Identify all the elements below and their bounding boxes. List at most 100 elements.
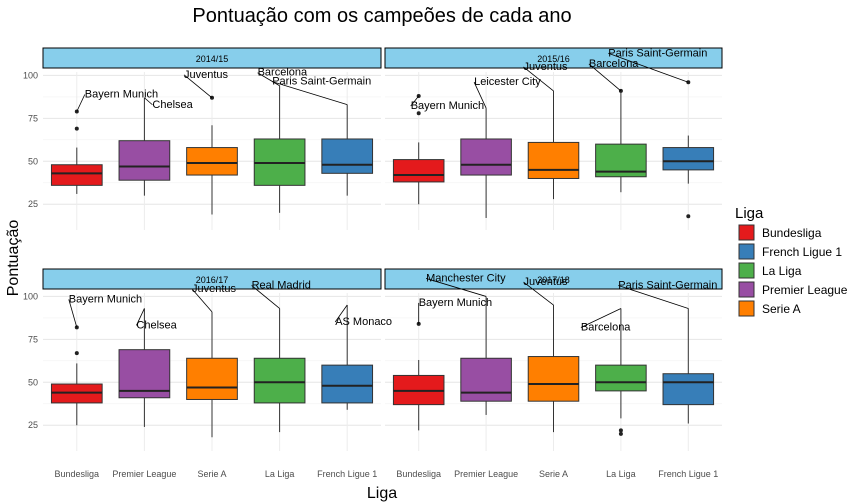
legend-label: Bundesliga bbox=[762, 226, 822, 240]
x-tick-label: Serie A bbox=[197, 469, 226, 479]
annotation-label: Barcelona bbox=[589, 58, 639, 70]
annotation-leader bbox=[523, 281, 554, 306]
legend-key bbox=[738, 281, 755, 298]
annotation-label: Bayern Munich bbox=[419, 297, 492, 309]
box-serie-a bbox=[186, 357, 238, 400]
box-serie-a bbox=[186, 147, 238, 176]
box-french-ligue-1 bbox=[321, 138, 374, 174]
legend-label: Premier League bbox=[762, 283, 848, 297]
annotation-leader bbox=[588, 63, 622, 92]
legend-key bbox=[738, 262, 755, 279]
y-tick-label: 50 bbox=[28, 156, 38, 166]
x-tick-label: Serie A bbox=[539, 469, 568, 479]
y-tick-label: 25 bbox=[28, 420, 38, 430]
y-tick-label: 75 bbox=[28, 113, 38, 123]
facet-title: 2015/16 bbox=[537, 54, 570, 64]
x-tick-label: Bundesliga bbox=[55, 469, 100, 479]
annotation-label: Juventus bbox=[524, 61, 569, 73]
box-french-ligue-1 bbox=[662, 373, 715, 406]
annotation-label: Real Madrid bbox=[252, 279, 311, 291]
facet-strip bbox=[384, 47, 723, 69]
annotation-label: Juventus bbox=[524, 276, 569, 288]
legend-label: French Ligue 1 bbox=[762, 245, 842, 259]
box-la-liga bbox=[253, 357, 306, 404]
annotation-label: Bayern Munich bbox=[69, 293, 142, 305]
x-axis-label: Liga bbox=[367, 485, 397, 502]
box-serie-a bbox=[527, 356, 580, 402]
box-premier-league bbox=[118, 349, 171, 399]
outlier-point bbox=[686, 214, 691, 219]
annotation-leader bbox=[183, 74, 213, 99]
annotation-label: Paris Saint-Germain bbox=[608, 47, 707, 59]
outlier-point bbox=[74, 126, 79, 131]
facet-title: 2017/18 bbox=[537, 275, 570, 285]
box-premier-league bbox=[118, 140, 171, 181]
annotation-leader bbox=[251, 285, 280, 309]
facet-panel: 2017/18 Bundesliga Premier League Serie A La… bbox=[384, 268, 723, 479]
box-la-liga bbox=[595, 364, 647, 392]
box-bundesliga bbox=[392, 159, 445, 183]
legend-title: Liga bbox=[735, 205, 764, 222]
annotation-leader bbox=[523, 66, 554, 92]
annotation-leader bbox=[136, 308, 145, 326]
box-premier-league bbox=[460, 138, 512, 176]
facet-strip bbox=[42, 47, 382, 69]
annotation-label: Bayern Munich bbox=[85, 89, 158, 101]
facet-strip bbox=[42, 268, 382, 290]
annotation-label: Barcelona bbox=[581, 321, 631, 333]
facet-strip bbox=[384, 268, 723, 290]
annotation-leader bbox=[191, 288, 213, 313]
annotation-label: Paris Saint-Germain bbox=[272, 76, 371, 88]
legend-key bbox=[738, 224, 755, 241]
annotation-leader bbox=[473, 81, 487, 109]
annotation-leader bbox=[76, 94, 86, 112]
annotation-leader bbox=[608, 52, 689, 83]
facet-panel: 2016/17 25 50 75 100 Bundesliga Premier League… bbox=[23, 268, 392, 479]
x-tick-label: La Liga bbox=[606, 469, 636, 479]
outlier-point bbox=[618, 428, 623, 433]
annotation-leader bbox=[144, 97, 153, 106]
annotation-label: Juventus bbox=[192, 283, 237, 295]
box-french-ligue-1 bbox=[321, 364, 374, 404]
legend-label: Serie A bbox=[762, 302, 801, 316]
annotation-leader bbox=[334, 304, 348, 323]
y-tick-label: 25 bbox=[28, 199, 38, 209]
outlier-point bbox=[74, 351, 79, 356]
x-tick-label: Premier League bbox=[112, 469, 176, 479]
annotation-label: Chelsea bbox=[152, 99, 193, 111]
outlier-point bbox=[416, 111, 421, 116]
annotation-label: AS Monaco bbox=[335, 316, 392, 328]
legend-label: La Liga bbox=[762, 264, 802, 278]
legend-key bbox=[738, 300, 755, 317]
x-tick-label: French Ligue 1 bbox=[317, 469, 377, 479]
annotation-leader bbox=[410, 95, 420, 107]
facet-title: 2016/17 bbox=[196, 275, 229, 285]
annotation-leader bbox=[425, 278, 487, 297]
box-french-ligue-1 bbox=[662, 147, 715, 171]
annotation-leader bbox=[68, 299, 78, 328]
legend-key bbox=[738, 243, 755, 260]
x-tick-label: Premier League bbox=[454, 469, 518, 479]
box-serie-a bbox=[527, 141, 580, 179]
x-tick-label: Bundesliga bbox=[396, 469, 441, 479]
annotation-label: Barcelona bbox=[258, 67, 308, 79]
outlier-point bbox=[618, 431, 623, 436]
annotation-leader bbox=[580, 308, 622, 328]
x-tick-label: La Liga bbox=[265, 469, 295, 479]
annotation-leader bbox=[257, 72, 280, 87]
annotation-label: Chelsea bbox=[136, 319, 177, 331]
box-bundesliga bbox=[50, 164, 103, 186]
annotation-label: Juventus bbox=[184, 69, 229, 81]
box-premier-league bbox=[460, 357, 512, 402]
annotation-label: Leicester City bbox=[474, 76, 541, 88]
y-tick-label: 75 bbox=[28, 334, 38, 344]
annotation-label: Manchester City bbox=[426, 272, 506, 284]
y-tick-label: 100 bbox=[23, 70, 38, 80]
annotation-label: Paris Saint-Germain bbox=[618, 279, 717, 291]
y-tick-label: 100 bbox=[23, 291, 38, 301]
annotation-leader bbox=[618, 285, 689, 309]
y-tick-label: 50 bbox=[28, 377, 38, 387]
